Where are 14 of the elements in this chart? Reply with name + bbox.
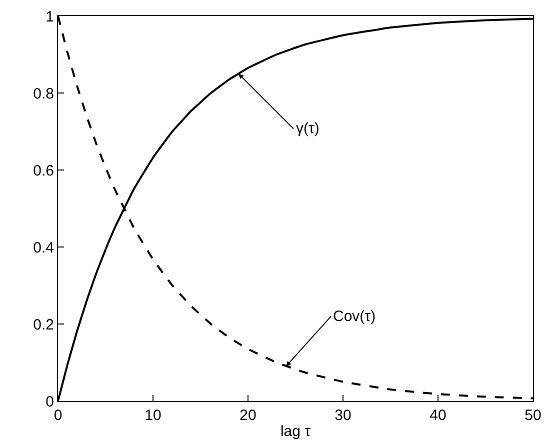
x-tick-label: 10 (144, 407, 162, 424)
x-axis-title: lag τ (280, 423, 311, 440)
y-tick-label: 0.4 (33, 239, 54, 256)
x-tick-label: 50 (524, 407, 542, 424)
annotation: γ(τ) (296, 120, 320, 137)
y-tick-label: 0.6 (33, 162, 54, 180)
x-tick-label: 30 (334, 407, 352, 424)
y-tick-label: 0.2 (33, 316, 54, 334)
annotation: Cov(τ) (333, 308, 376, 325)
x-tick-label: 20 (240, 407, 256, 424)
y-tick-label: 1 (46, 8, 54, 26)
y-tick-label: 0.8 (33, 85, 54, 102)
x-tick-label: 40 (430, 407, 446, 424)
y-tick-label: 0 (46, 393, 54, 410)
